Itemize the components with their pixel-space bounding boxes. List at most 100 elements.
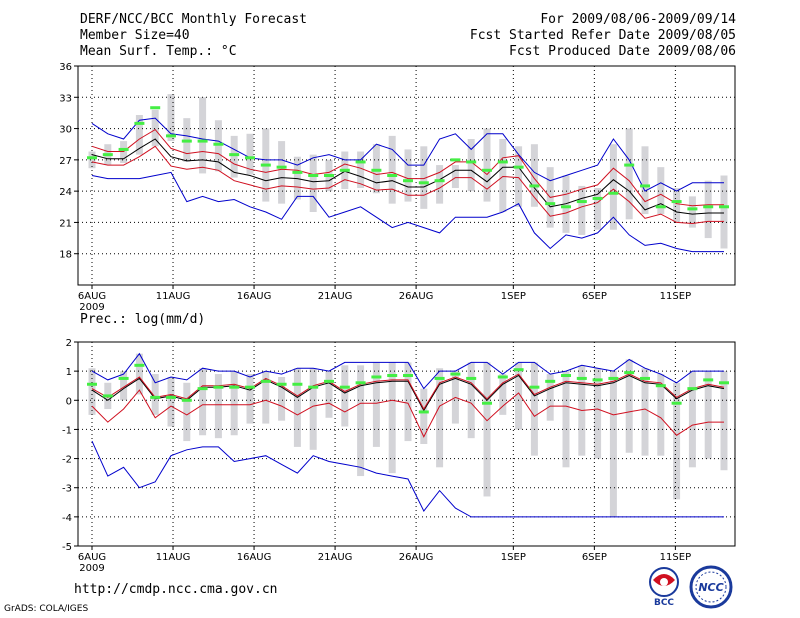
prec-spread-box	[562, 371, 570, 468]
temp-spread-box	[135, 115, 143, 155]
temp-line-lower-spread	[91, 145, 724, 225]
prec-xtick-label: 26AUG	[399, 552, 434, 563]
prec-median-marker	[719, 381, 729, 385]
prec-ytick-label: -1	[62, 425, 72, 436]
prec-median-marker	[102, 394, 113, 398]
temp-spread-box	[609, 144, 617, 230]
temp-median-marker	[434, 179, 445, 183]
prec-median-marker	[640, 376, 650, 380]
temp-spread-box	[372, 144, 380, 194]
prec-spread-box	[594, 368, 602, 459]
temp-line-upper-spread	[91, 128, 724, 207]
temp-spread-box	[515, 146, 523, 207]
prec-xtick-label: 16AUG	[237, 552, 272, 563]
prec-line-ensemble-mean	[91, 374, 725, 412]
prec-median-marker	[450, 372, 461, 376]
temp-spread-box	[309, 154, 317, 212]
temp-median-marker	[624, 163, 635, 167]
prec-median-marker	[513, 368, 524, 372]
temp-xtick-label: 11AUG	[156, 291, 191, 302]
temp-median-marker	[703, 205, 714, 209]
prec-ytick-label: -4	[62, 513, 72, 524]
prec-median-marker	[418, 410, 429, 414]
temp-median-marker	[403, 179, 413, 183]
prec-spread-box	[151, 374, 159, 415]
prec-spread-box	[499, 374, 507, 415]
temp-spread-box	[688, 196, 696, 228]
temp-spread-box	[404, 149, 412, 202]
prec-ytick-label: -5	[62, 542, 72, 553]
prec-median-marker	[229, 385, 240, 389]
temp-median-marker	[719, 205, 729, 209]
temp-median-marker	[418, 181, 429, 185]
variable-label: Mean Surf. Temp.: °C	[80, 44, 237, 59]
prec-xtick-label: 21AUG	[318, 552, 353, 563]
prec-median-marker	[118, 376, 129, 380]
prec-spread-box	[625, 359, 633, 453]
temp-spread-box	[673, 188, 681, 223]
temp-median-marker	[482, 168, 492, 172]
prec-xtick-label: 6AUG	[78, 552, 106, 563]
prec-median-marker	[466, 376, 477, 380]
prec-median-marker	[181, 398, 192, 402]
prec-ytick-label: -2	[62, 455, 72, 466]
prec-frame	[77, 341, 736, 547]
prec-median-marker	[324, 379, 334, 383]
prec-spread-box	[278, 376, 286, 421]
prec-spread-box	[372, 362, 380, 447]
temp-xtick-sublabel: 2009	[79, 302, 104, 313]
prec-median-marker	[371, 375, 382, 379]
prec-line-lower-spread	[91, 389, 724, 438]
prec-spread-box	[530, 362, 538, 456]
header-right: For 2009/08/06-2009/09/14 Fcst Started R…	[470, 12, 736, 60]
prec-spread-box	[546, 374, 554, 421]
temp-xtick-label: 26AUG	[399, 291, 434, 302]
prec-spread-box	[357, 365, 365, 477]
temp-xtick-label: 6SEP	[582, 291, 607, 302]
prec-spread-box	[720, 371, 728, 471]
temp-median-marker	[118, 147, 129, 151]
prec-median-marker	[671, 401, 682, 405]
temp-ytick-label: 21	[59, 218, 72, 229]
temp-spread-box	[246, 133, 254, 175]
ncc-logo-text: NCC	[698, 581, 723, 594]
prec-xtick-label: 11SEP	[660, 552, 691, 563]
prec-median-marker	[339, 385, 350, 389]
temp-spread-box	[214, 120, 222, 172]
temp-median-marker	[371, 168, 382, 172]
temp-median-marker	[197, 139, 208, 143]
precip-panel-label: Prec.: log(mm/d)	[80, 312, 205, 327]
temp-median-marker	[134, 121, 145, 125]
temp-median-marker	[387, 174, 398, 177]
temp-xtick-label: 6AUG	[78, 291, 106, 302]
temp-median-marker	[87, 156, 97, 160]
grads-credit: GrADS: COLA/IGES	[4, 604, 89, 614]
temp-median-marker	[466, 160, 477, 164]
temp-median-marker	[450, 158, 461, 162]
prec-line-upper-spread	[91, 373, 725, 411]
prec-median-marker	[292, 382, 303, 386]
prec-median-marker	[245, 385, 255, 389]
temp-ytick-label: 30	[59, 125, 72, 136]
prec-spread-box	[88, 368, 96, 415]
prec-ytick-label: 1	[66, 367, 72, 378]
prec-xtick-label: 11AUG	[156, 552, 191, 563]
prec-median-marker	[608, 376, 619, 380]
temp-line-minimum	[91, 171, 724, 253]
prec-spread-box	[309, 368, 317, 450]
prec-line-maximum	[91, 352, 724, 390]
temp-median-marker	[276, 165, 287, 169]
temp-median-marker	[166, 134, 176, 138]
prec-spread-box	[120, 371, 128, 401]
temp-xtick-label: 1SEP	[501, 291, 526, 302]
prec-ytick-label: 0	[66, 396, 72, 407]
source-url[interactable]: http://cmdp.ncc.cma.gov.cn	[74, 582, 278, 597]
temp-spread-box	[278, 141, 286, 204]
prec-spread-box	[183, 382, 191, 442]
prec-spread-box	[420, 388, 428, 444]
prec-median-marker	[403, 374, 413, 378]
temp-median-marker	[355, 160, 366, 164]
